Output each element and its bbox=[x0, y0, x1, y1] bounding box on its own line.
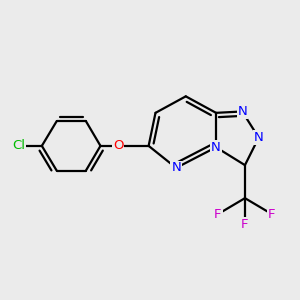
Text: F: F bbox=[241, 218, 249, 231]
Text: N: N bbox=[171, 161, 181, 174]
Text: N: N bbox=[254, 131, 264, 144]
Text: F: F bbox=[214, 208, 222, 220]
Text: N: N bbox=[211, 141, 221, 154]
Text: O: O bbox=[113, 140, 124, 152]
Text: F: F bbox=[268, 208, 276, 220]
Text: Cl: Cl bbox=[12, 140, 25, 152]
Text: N: N bbox=[237, 105, 247, 118]
